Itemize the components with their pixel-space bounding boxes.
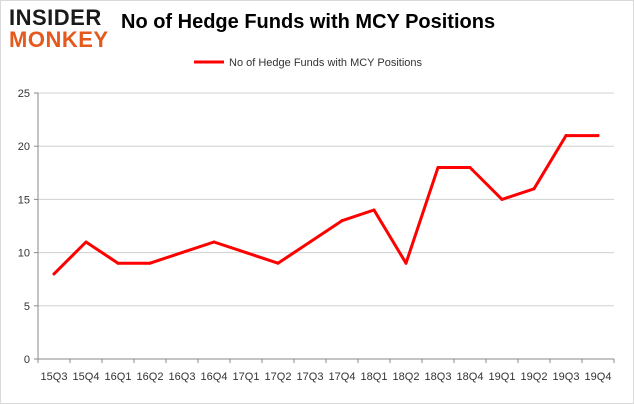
y-tick-label: 25 [18, 88, 30, 100]
x-tick-label: 19Q4 [585, 371, 612, 383]
y-tick-label: 5 [24, 301, 30, 313]
x-tick-label: 18Q3 [425, 371, 452, 383]
data-point [564, 134, 568, 138]
x-tick-label: 17Q3 [297, 371, 324, 383]
x-tick-label: 19Q3 [553, 371, 580, 383]
series-line-0 [52, 134, 600, 276]
x-tick-label: 16Q3 [169, 371, 196, 383]
logo-line-2: MONKEY [9, 27, 109, 52]
data-point [116, 261, 120, 265]
x-tick-label: 17Q1 [233, 371, 260, 383]
x-tick-label: 16Q1 [105, 371, 132, 383]
data-point [372, 208, 376, 212]
x-tick-label: 19Q2 [521, 371, 548, 383]
data-point [52, 272, 56, 276]
x-tick-label: 18Q1 [361, 371, 388, 383]
x-tick-label: 16Q2 [137, 371, 164, 383]
y-tick-label: 0 [24, 354, 30, 366]
data-point [500, 197, 504, 201]
y-tick-label: 10 [18, 248, 30, 260]
data-point [436, 165, 440, 169]
x-tick-label: 17Q4 [329, 371, 356, 383]
data-point [84, 240, 88, 244]
data-point [532, 187, 536, 191]
legend-label: No of Hedge Funds with MCY Positions [229, 57, 422, 69]
data-point [468, 165, 472, 169]
grid-lines [38, 92, 614, 307]
y-axis-ticks: 0 5 10 15 20 25 [18, 88, 38, 366]
legend: No of Hedge Funds with MCY Positions [194, 57, 422, 69]
axes [37, 93, 614, 360]
insider-monkey-logo: INSIDER MONKEY [9, 7, 119, 53]
data-point [212, 240, 216, 244]
x-tick-label: 18Q4 [457, 371, 484, 383]
x-tick-label: 18Q2 [393, 371, 420, 383]
data-point [404, 261, 408, 265]
y-tick-label: 20 [18, 141, 30, 153]
data-point [244, 251, 248, 255]
data-point [308, 240, 312, 244]
data-point [276, 261, 280, 265]
series-layer [52, 134, 600, 276]
x-tick-label: 17Q2 [265, 371, 292, 383]
data-point [180, 251, 184, 255]
data-point [340, 219, 344, 223]
data-point [148, 261, 152, 265]
y-tick-label: 15 [18, 194, 30, 206]
logo-line-1: INSIDER [9, 5, 102, 30]
x-tick-label: 16Q4 [201, 371, 228, 383]
x-tick-label: 19Q1 [489, 371, 516, 383]
x-tick-label: 15Q3 [41, 371, 68, 383]
x-tick-label: 15Q4 [73, 371, 100, 383]
x-axis-ticks: 15Q3 15Q4 16Q1 16Q2 16Q3 16Q4 17Q1 17Q2 17Q3 17Q4… [37, 359, 615, 383]
data-point [596, 134, 600, 138]
chart-title: No of Hedge Funds with MCY Positions [121, 11, 496, 33]
